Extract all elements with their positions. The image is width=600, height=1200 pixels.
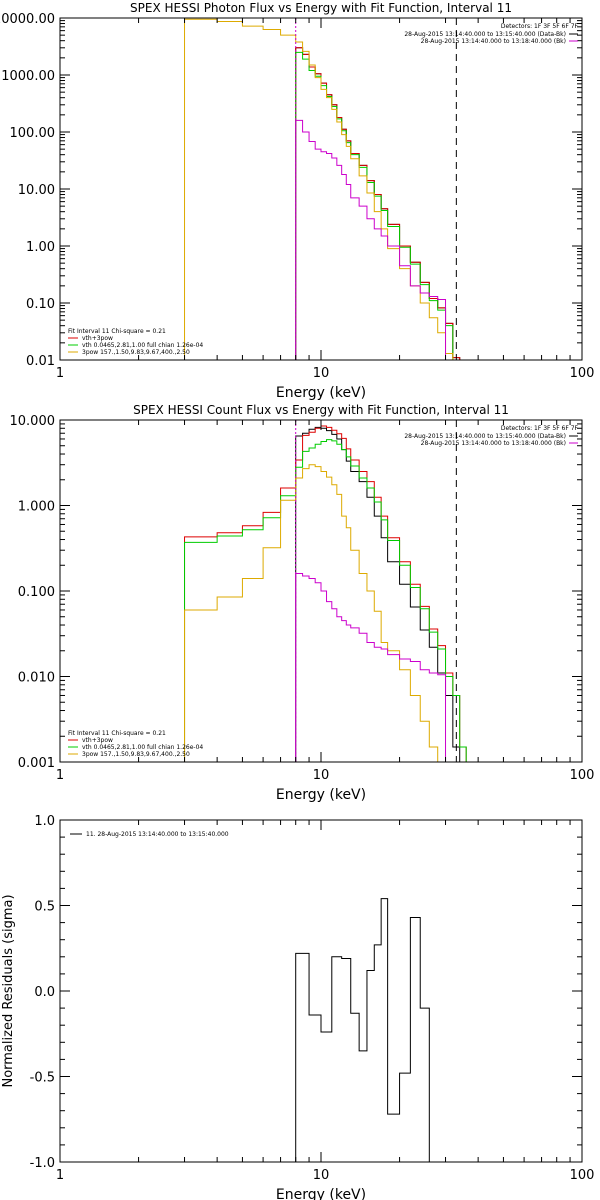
chart-title: SPEX HESSI Photon Flux vs Energy with Fi… [130,1,512,15]
y-tick-label: 0.5 [34,900,55,915]
y-tick-label: 0.100 [18,585,55,600]
series-group [295,898,430,1162]
y-tick-label: -1.0 [30,1156,55,1171]
y-tick-label: 0.01 [26,354,55,369]
x-tick-label: 10 [313,768,330,783]
y-axis-label: Normalized Residuals (sigma) [1,894,16,1087]
x-tick-label: 100 [570,366,595,381]
y-tick-label: 0.10 [26,297,55,312]
series-line-1 [184,425,467,762]
y-tick-label: 10.000 [10,414,56,429]
legend-entry: 28-Aug-2015 13:14:40.000 to 13:18:40.000… [421,440,566,447]
x-tick-label: 1 [56,1168,64,1183]
chart-title: SPEX HESSI Count Flux vs Energy with Fit… [133,403,509,417]
legend-entry: vth 0.0465,2.81,1.00 full chian 1.26e-04 [82,342,203,349]
x-tick-label: 1 [56,768,64,783]
chart-panel-1: SPEX HESSI Count Flux vs Energy with Fit… [10,403,595,803]
legend-entry: 11. 28-Aug-2015 13:14:40.000 to 13:15:40… [86,831,229,838]
y-tick-label: 1.0 [34,814,55,829]
y-tick-label: 0.001 [18,756,55,771]
legend-header: Detectors: 1F 3F 5F 6F 7F [501,425,579,432]
y-tick-label: 1.00 [26,240,55,255]
x-tick-label: 10 [313,1168,330,1183]
series-line-4 [295,119,447,360]
legend-entry: Fit Interval 11 Chi-square = 0.21 [68,328,166,335]
x-tick-label: 100 [570,768,595,783]
y-tick-label: 100.00 [10,126,56,141]
x-axis-label: Energy (keV) [276,385,366,401]
legend-entry: 28-Aug-2015 13:14:40.000 to 13:15:40.000… [404,31,566,38]
series-line-2 [295,51,467,360]
x-tick-label: 1 [56,366,64,381]
series-line-4 [295,573,447,762]
series-group [184,425,467,762]
x-axis-label: Energy (keV) [276,787,366,803]
legend-entry: 3pow 157.,1.50,9.83,9.67,400.,2.50 [82,751,190,758]
legend-entry: 3pow 157.,1.50,9.83,9.67,400.,2.50 [82,349,190,356]
series-line-0 [295,898,430,1162]
series-line-2 [184,439,467,762]
plot-frame [59,17,583,361]
legend-entry: vth 0.0465,2.81,1.00 full chian 1.26e-04 [82,744,203,751]
y-tick-label: -0.5 [30,1071,55,1086]
chart-panel-0: SPEX HESSI Photon Flux vs Energy with Fi… [0,1,594,401]
legend-entry: Fit Interval 11 Chi-square = 0.21 [68,730,166,737]
series-line-3 [184,464,454,762]
legend-entry: vth+3pow [82,737,113,744]
x-tick-label: 10 [313,366,330,381]
y-tick-label: 1.000 [18,500,55,515]
legend-bottom-left: Fit Interval 11 Chi-square = 0.21vth+3po… [68,328,203,356]
legend-entry: 28-Aug-2015 13:14:40.000 to 13:18:40.000… [421,38,566,45]
legend-bottom-left: Fit Interval 11 Chi-square = 0.21vth+3po… [68,730,203,758]
y-tick-label: 0.010 [18,671,55,686]
legend-entry: 28-Aug-2015 13:14:40.000 to 13:15:40.000… [404,433,566,440]
y-tick-label: 1000.00 [1,69,55,84]
x-axis-label: Energy (keV) [276,1187,366,1200]
series-line-3 [184,18,454,360]
x-tick-label: 100 [570,1168,595,1183]
plot-frame [59,819,583,1163]
chart-panel-2: 1 10 100 1.0 0.5 0.0 -0.5 -1.0 Energy (keV) Norma… [1,814,594,1200]
series-line-0 [295,426,467,762]
y-tick-label: 0.0 [34,985,55,1000]
series-group [184,18,467,360]
legend-header: Detectors: 1F 3F 5F 6F 7F [501,23,579,30]
y-tick-label: 10.00 [18,183,55,198]
legend-entry: vth+3pow [82,335,113,342]
legend-top-left: 11. 28-Aug-2015 13:14:40.000 to 13:15:40… [70,831,229,838]
